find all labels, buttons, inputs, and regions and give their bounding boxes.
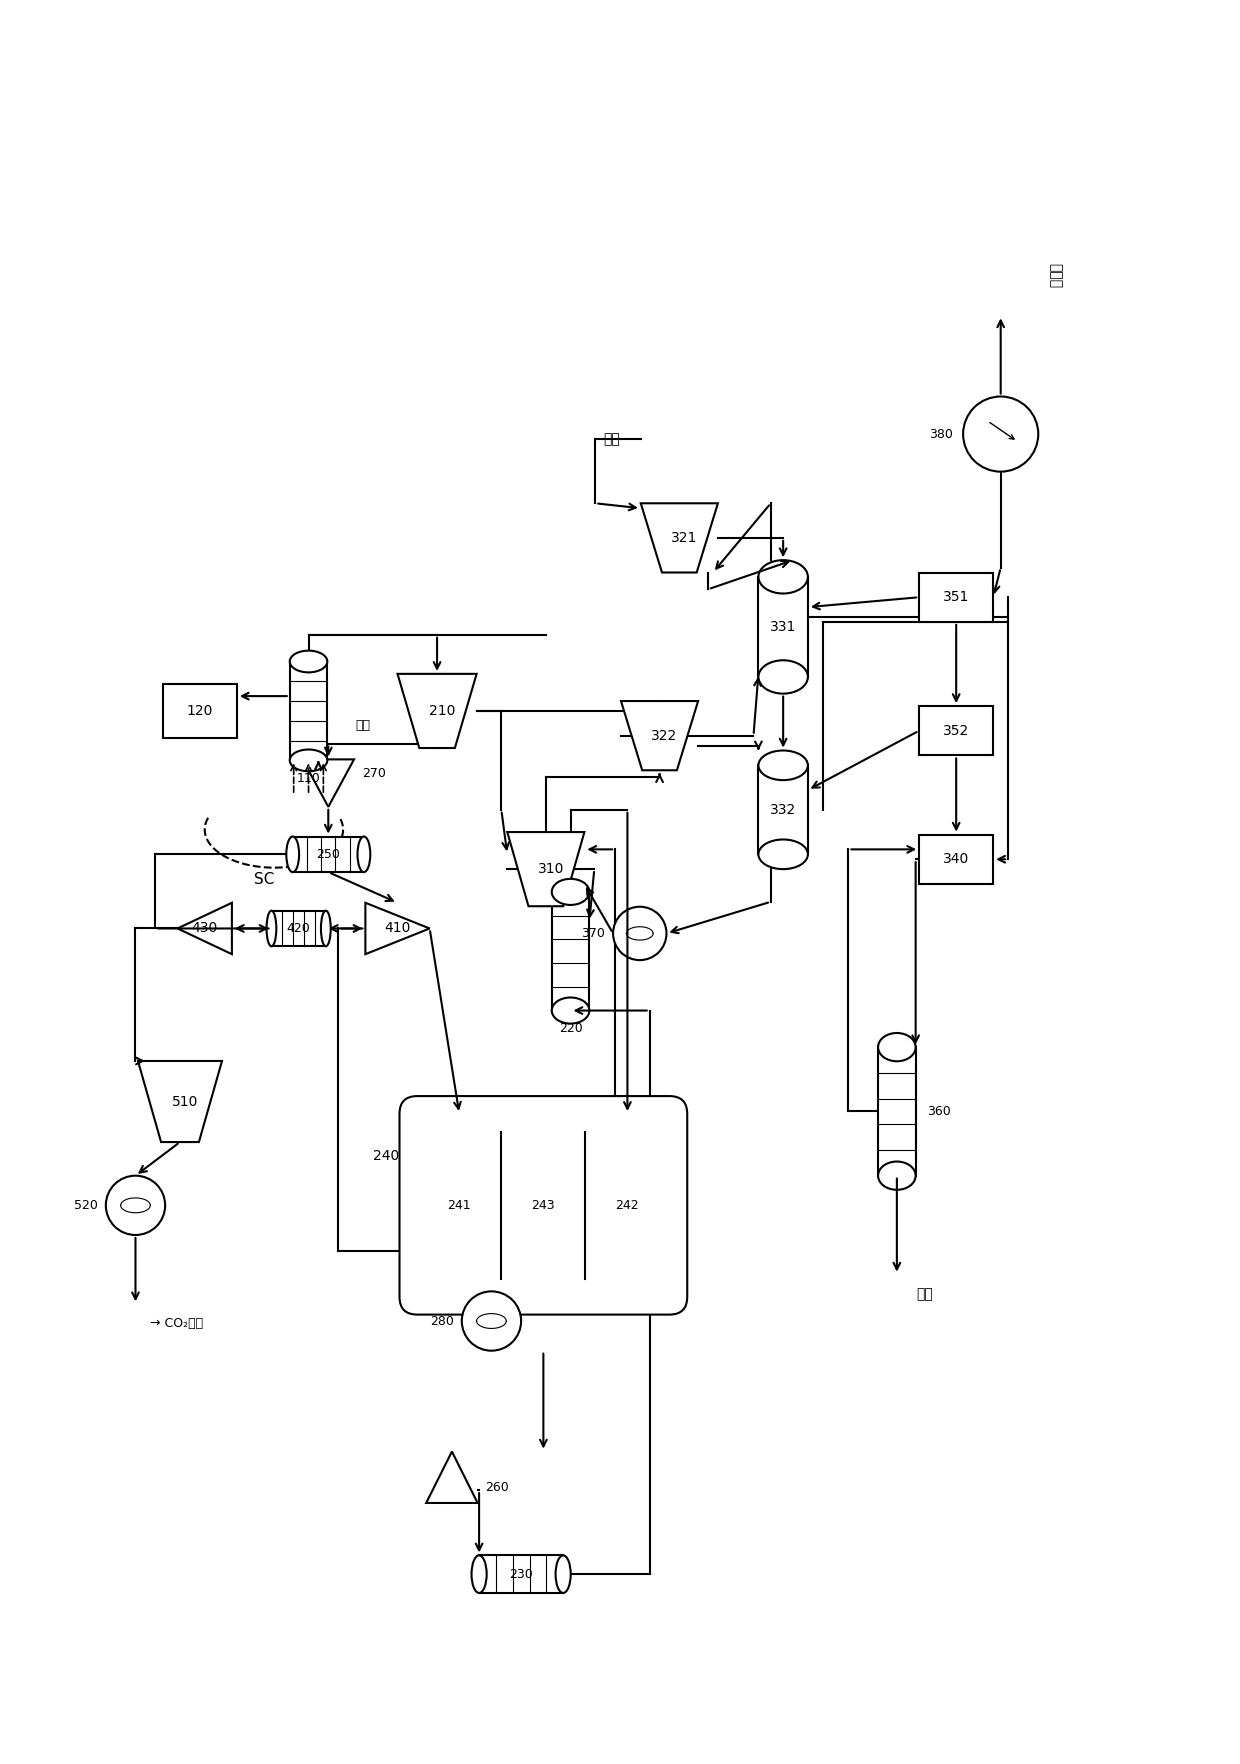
Ellipse shape <box>878 1161 915 1189</box>
Circle shape <box>613 907 666 960</box>
Circle shape <box>963 397 1038 471</box>
Ellipse shape <box>321 910 331 946</box>
Text: 351: 351 <box>942 591 970 605</box>
Ellipse shape <box>286 836 299 871</box>
Text: 360: 360 <box>928 1104 951 1118</box>
Bar <box>162 684 237 737</box>
Text: 210: 210 <box>429 704 455 718</box>
Bar <box>759 577 808 677</box>
Ellipse shape <box>290 651 327 672</box>
Bar <box>552 893 589 1011</box>
Circle shape <box>461 1291 521 1351</box>
Ellipse shape <box>290 750 327 771</box>
Bar <box>919 573 993 623</box>
Text: 510: 510 <box>172 1094 198 1108</box>
FancyBboxPatch shape <box>399 1095 687 1314</box>
Text: 120: 120 <box>186 704 213 718</box>
Ellipse shape <box>471 1556 486 1593</box>
Circle shape <box>105 1175 165 1235</box>
Text: 110: 110 <box>296 771 320 785</box>
Text: 420: 420 <box>286 923 310 935</box>
Text: 甲醇: 甲醇 <box>356 720 371 732</box>
Text: 补充水: 补充水 <box>1048 263 1063 289</box>
Text: 250: 250 <box>316 848 340 861</box>
Bar <box>290 662 327 760</box>
Bar <box>293 836 363 871</box>
Text: 260: 260 <box>486 1480 510 1494</box>
Text: 243: 243 <box>532 1200 556 1212</box>
Text: 242: 242 <box>615 1200 640 1212</box>
Text: 370: 370 <box>582 926 605 940</box>
Ellipse shape <box>759 561 808 593</box>
Text: 352: 352 <box>944 723 970 737</box>
Bar <box>759 766 808 854</box>
Bar <box>878 1048 915 1175</box>
Ellipse shape <box>552 878 589 905</box>
Text: 氢气: 氢气 <box>916 1288 934 1302</box>
Text: 230: 230 <box>510 1568 533 1581</box>
Bar <box>479 1556 563 1593</box>
Polygon shape <box>427 1452 477 1503</box>
Text: 430: 430 <box>191 921 218 935</box>
Text: 241: 241 <box>448 1200 471 1212</box>
Text: 270: 270 <box>362 767 386 780</box>
Polygon shape <box>366 903 429 954</box>
Ellipse shape <box>759 750 808 780</box>
Text: 332: 332 <box>770 803 796 817</box>
Text: 340: 340 <box>944 852 970 866</box>
Text: SC: SC <box>254 871 274 887</box>
Text: 380: 380 <box>929 427 954 441</box>
Bar <box>272 910 326 946</box>
Ellipse shape <box>759 840 808 870</box>
Ellipse shape <box>759 660 808 693</box>
Text: 280: 280 <box>430 1314 454 1328</box>
Text: 322: 322 <box>651 729 677 743</box>
Text: 空气: 空气 <box>603 432 620 446</box>
Text: 220: 220 <box>559 1021 583 1035</box>
Ellipse shape <box>878 1034 915 1062</box>
Ellipse shape <box>357 836 371 871</box>
Polygon shape <box>621 700 698 771</box>
Ellipse shape <box>556 1556 570 1593</box>
Polygon shape <box>177 903 232 954</box>
Text: 520: 520 <box>74 1200 98 1212</box>
Text: 310: 310 <box>538 863 564 877</box>
Text: 321: 321 <box>671 531 697 545</box>
Polygon shape <box>641 503 718 573</box>
Text: 240: 240 <box>373 1148 399 1162</box>
Bar <box>919 706 993 755</box>
Text: 331: 331 <box>770 619 796 633</box>
Polygon shape <box>507 833 584 907</box>
Ellipse shape <box>552 997 589 1023</box>
Text: → CO₂捕集: → CO₂捕集 <box>150 1318 203 1330</box>
Polygon shape <box>138 1060 222 1141</box>
Polygon shape <box>303 759 353 806</box>
Ellipse shape <box>267 910 277 946</box>
Text: 410: 410 <box>384 921 410 935</box>
Polygon shape <box>398 674 476 748</box>
Bar <box>919 834 993 884</box>
